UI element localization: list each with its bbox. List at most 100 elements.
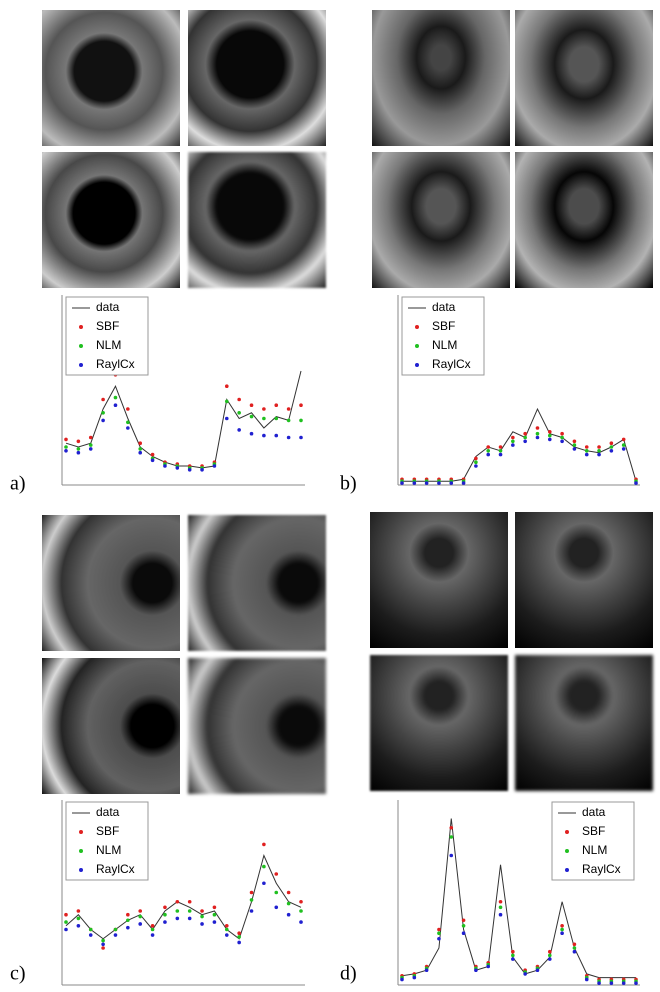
legend-label: SBF	[432, 319, 455, 333]
data-point	[163, 905, 167, 910]
data-point	[150, 927, 155, 932]
data-point	[498, 449, 503, 453]
data-point	[187, 916, 192, 921]
data-point	[249, 431, 254, 436]
data-point	[474, 460, 478, 465]
data-point	[150, 458, 155, 463]
data-point	[163, 912, 167, 917]
data-point	[88, 435, 93, 440]
data-point	[634, 981, 638, 985]
data-point	[262, 416, 266, 421]
ultrasound-image	[370, 655, 508, 791]
data-point	[597, 981, 601, 985]
data-point	[64, 927, 68, 932]
data-point	[187, 468, 192, 472]
legend-label: NLM	[582, 843, 607, 857]
ultrasound-image	[515, 655, 653, 791]
data-point	[262, 433, 266, 438]
data-point	[299, 909, 303, 913]
legend-label: RaylCx	[582, 862, 621, 876]
data-point	[274, 872, 279, 876]
data-point	[101, 942, 105, 947]
data-point	[523, 439, 527, 444]
data-point	[560, 439, 564, 444]
legend-swatch	[415, 363, 419, 367]
data-point	[621, 981, 626, 985]
data-point	[621, 437, 626, 442]
ultrasound-image	[42, 10, 180, 146]
data-point	[262, 864, 266, 869]
data-point	[224, 399, 229, 404]
data-point	[609, 441, 614, 446]
data-point	[609, 445, 614, 449]
data-point	[449, 853, 454, 858]
data-point	[609, 981, 614, 985]
data-point	[76, 924, 81, 928]
legend-label: data	[96, 300, 120, 314]
data-point	[138, 447, 143, 451]
ultrasound-image	[42, 515, 180, 651]
data-point	[126, 912, 130, 917]
data-point	[126, 918, 130, 923]
data-point	[412, 481, 417, 485]
panel-label: c)	[10, 963, 26, 985]
data-point	[76, 909, 81, 913]
data-point	[609, 449, 614, 453]
legend-label: data	[582, 805, 606, 819]
legend-swatch	[415, 344, 419, 348]
data-point	[237, 411, 241, 415]
data-point	[200, 914, 204, 919]
data-point	[523, 431, 527, 436]
data-point	[461, 481, 466, 485]
data-point	[299, 403, 303, 408]
data-point	[76, 447, 81, 451]
data-point	[572, 447, 577, 451]
data-point	[584, 452, 589, 457]
data-point	[299, 920, 303, 924]
data-point	[138, 441, 143, 446]
data-point	[187, 909, 192, 913]
data-point	[547, 433, 552, 438]
data-point	[113, 403, 118, 408]
data-point	[249, 414, 254, 419]
data-point	[88, 927, 93, 932]
data-point	[511, 439, 515, 444]
legend-box	[65, 296, 149, 376]
data-point	[560, 431, 564, 436]
data-point	[175, 899, 180, 904]
legend-label: SBF	[96, 319, 119, 333]
data-point	[138, 914, 143, 919]
data-point	[237, 935, 241, 939]
data-point	[101, 946, 105, 950]
data-point	[547, 949, 552, 954]
data-point	[286, 912, 291, 917]
data-point	[511, 957, 515, 961]
data-point	[511, 949, 515, 954]
data-point	[237, 428, 241, 432]
data-point	[486, 449, 491, 453]
data-point	[523, 435, 527, 440]
legend-label: SBF	[582, 824, 605, 838]
data-point	[523, 972, 527, 976]
data-point	[126, 420, 130, 425]
data-point	[76, 439, 81, 444]
ultrasound-image	[42, 658, 180, 794]
data-point	[150, 924, 155, 928]
panel-label: d)	[340, 963, 357, 985]
data-line	[65, 370, 302, 469]
data-point	[486, 445, 491, 449]
ultrasound-image	[515, 152, 653, 288]
data-point	[175, 916, 180, 921]
data-point	[286, 407, 291, 411]
data-point	[286, 901, 291, 906]
data-point	[249, 890, 254, 895]
legend-swatch	[415, 325, 419, 329]
data-point	[474, 456, 478, 461]
data-point	[262, 881, 266, 886]
data-point	[286, 418, 291, 423]
data-point	[572, 946, 577, 950]
data-point	[560, 435, 564, 440]
legend-label: RaylCx	[432, 357, 471, 371]
data-point	[88, 443, 93, 447]
